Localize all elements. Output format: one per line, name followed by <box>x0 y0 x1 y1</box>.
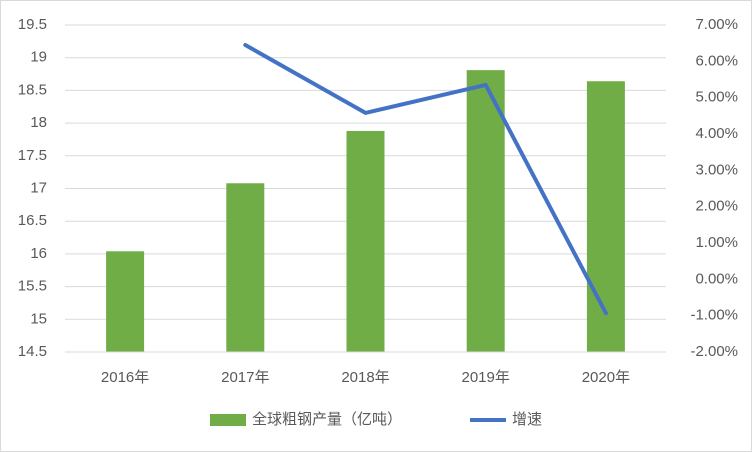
y-tick-label: 14.5 <box>18 343 47 360</box>
y-tick-label: 19 <box>30 49 47 66</box>
y2-tick-label: 5.00% <box>695 89 738 106</box>
line <box>243 42 608 316</box>
y2-tick-label: 4.00% <box>695 125 738 142</box>
legend-label: 全球粗钢产量（亿吨） <box>252 410 402 428</box>
y2-tick-label: 0.00% <box>695 270 738 287</box>
y2-tick-label: 6.00% <box>695 52 738 69</box>
x-tick-label: 2017年 <box>221 369 269 386</box>
x-tick-label: 2020年 <box>582 369 630 386</box>
y-tick-label: 17.5 <box>18 147 47 164</box>
bar <box>346 130 385 352</box>
y2-tick-label: 2.00% <box>695 198 738 215</box>
legend-swatch <box>210 414 246 426</box>
y-tick-label: 15 <box>30 310 47 327</box>
y-tick-label: 16.5 <box>18 212 47 229</box>
y-tick-label: 15.5 <box>18 278 47 295</box>
legend-label: 增速 <box>512 411 542 428</box>
x-tick-label: 2016年 <box>101 369 149 386</box>
bar <box>226 183 265 352</box>
y-tick-label: 17 <box>30 179 47 196</box>
x-tick-label: 2018年 <box>341 369 389 386</box>
bar <box>466 70 505 352</box>
y2-tick-label: 1.00% <box>695 234 738 251</box>
y-tick-label: 16 <box>30 245 47 262</box>
x-tick-label: 2019年 <box>462 369 510 386</box>
y-tick-label: 18.5 <box>18 81 47 98</box>
y2-tick-label: 7.00% <box>695 16 738 33</box>
y-tick-label: 19.5 <box>18 16 47 33</box>
y2-tick-label: 3.00% <box>695 161 738 178</box>
y2-tick-label: -1.00% <box>690 307 738 324</box>
bar <box>586 81 625 352</box>
y2-tick-label: -2.00% <box>690 343 738 360</box>
bar <box>106 251 145 352</box>
y-tick-label: 18 <box>30 114 47 131</box>
